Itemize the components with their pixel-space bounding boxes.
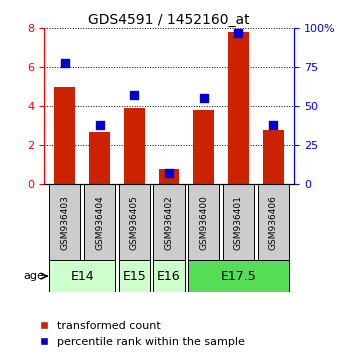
Bar	[89, 131, 110, 184]
Bar	[49, 184, 80, 260]
Text: E17.5: E17.5	[221, 270, 256, 282]
Bar	[188, 184, 219, 260]
Point	[236, 30, 241, 36]
Bar	[193, 110, 214, 184]
Bar	[54, 87, 75, 184]
Bar	[119, 184, 150, 260]
Text: age: age	[24, 271, 45, 281]
Point	[131, 92, 137, 98]
Legend: transformed count, percentile rank within the sample: transformed count, percentile rank withi…	[39, 321, 245, 347]
Text: GSM936400: GSM936400	[199, 195, 208, 250]
Point	[201, 96, 207, 101]
Bar	[258, 184, 289, 260]
Bar	[119, 260, 150, 292]
Bar	[124, 108, 145, 184]
Bar	[188, 260, 289, 292]
Text: GSM936402: GSM936402	[165, 195, 173, 250]
Bar	[159, 169, 179, 184]
Point	[166, 170, 172, 176]
Text: GSM936403: GSM936403	[60, 195, 69, 250]
Bar	[228, 32, 249, 184]
Text: GSM936406: GSM936406	[269, 195, 278, 250]
Bar	[223, 184, 254, 260]
Point	[97, 122, 102, 128]
Title: GDS4591 / 1452160_at: GDS4591 / 1452160_at	[88, 13, 250, 27]
Bar	[84, 184, 115, 260]
Text: GSM936401: GSM936401	[234, 195, 243, 250]
Text: E15: E15	[122, 270, 146, 282]
Text: GSM936404: GSM936404	[95, 195, 104, 250]
Text: GSM936405: GSM936405	[130, 195, 139, 250]
Bar	[153, 260, 185, 292]
Point	[62, 60, 68, 65]
Text: E16: E16	[157, 270, 181, 282]
Bar	[49, 260, 115, 292]
Text: E14: E14	[70, 270, 94, 282]
Bar	[153, 184, 185, 260]
Bar	[263, 130, 284, 184]
Point	[270, 122, 276, 128]
